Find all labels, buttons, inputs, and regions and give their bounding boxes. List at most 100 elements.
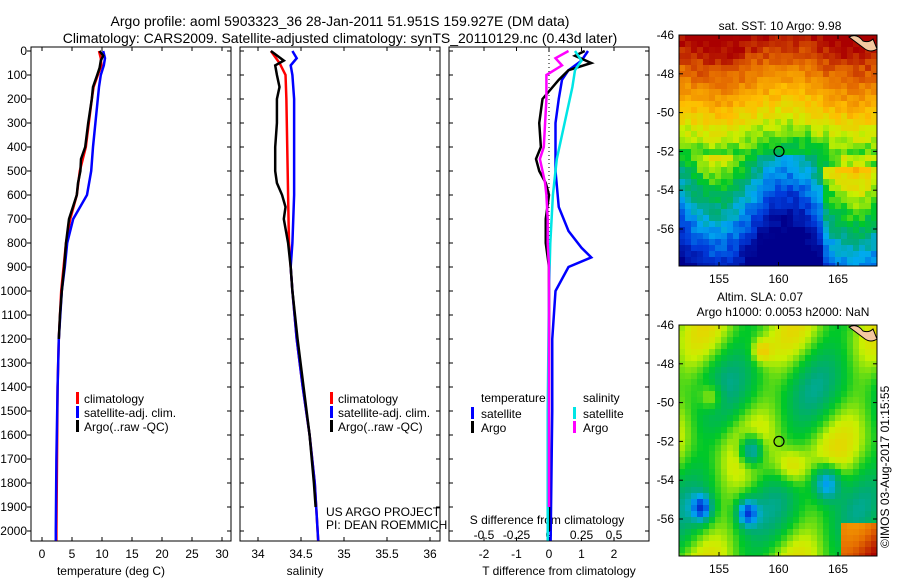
map-cell [811,445,817,451]
map-cell [739,107,745,113]
map-cell [685,463,691,469]
map-cell [823,251,829,257]
map-cell [715,523,721,529]
map-cell [727,77,733,83]
map-cell [829,409,835,415]
map-cell [817,397,823,403]
x-tick-label: 10 [95,547,109,561]
map-cell [865,221,871,227]
map-cell [697,221,703,227]
map-cell [871,529,877,535]
map-cell [763,511,769,517]
map-cell [769,463,775,469]
map-cell [865,35,871,41]
map-cell [709,337,715,343]
map-cell [769,403,775,409]
map-cell [799,233,805,239]
map-cell [727,427,733,433]
map-cell [805,433,811,439]
map-cell [691,553,697,556]
map-cell [769,529,775,535]
legend-label: climatology [338,392,398,406]
map-cell [709,173,715,179]
map-cell [775,421,781,427]
map-cell [691,239,697,245]
map-cell [745,119,751,125]
map-cell [793,263,799,266]
map-cell [781,541,787,547]
map-cell [763,173,769,179]
map-cell [751,499,757,505]
map-cell [679,427,685,433]
map-cell [757,161,763,167]
map-cell [841,409,847,415]
map-cell [823,71,829,77]
map-cell [787,415,793,421]
map-cell [763,227,769,233]
map-cell [745,349,751,355]
map-cell [763,107,769,113]
map-cell [859,77,865,83]
map-cell [763,257,769,263]
map-cell [829,83,835,89]
map-cell [745,445,751,451]
map-cell [691,433,697,439]
map-cell [817,53,823,59]
map-cell [847,233,853,239]
map-cell [787,421,793,427]
map-cell [841,65,847,71]
map-cell [739,493,745,499]
map-cell [745,125,751,131]
map-cell [787,209,793,215]
map-cell [871,427,877,433]
map-cell [829,403,835,409]
map-cell [793,215,799,221]
map-cell [709,385,715,391]
map-cell [871,373,877,379]
map-cell [787,487,793,493]
map-cell [697,523,703,529]
map-cell [721,221,727,227]
map-cell [781,65,787,71]
map-cell [727,191,733,197]
map-cell [811,451,817,457]
map-cell [793,95,799,101]
map-cell [817,337,823,343]
map-cell [757,107,763,113]
map-cell [733,421,739,427]
map-cell [805,487,811,493]
map-cell [733,137,739,143]
map-cell [841,481,847,487]
map-cell [811,463,817,469]
map-cell [835,167,841,173]
map-cell [757,511,763,517]
lon-tick-label: 160 [768,272,788,286]
map-cell [733,257,739,263]
map-cell [751,227,757,233]
map-cell [709,481,715,487]
map-cell [823,191,829,197]
map-cell [703,137,709,143]
map-cell [691,137,697,143]
map-cell [871,445,877,451]
map-cell [685,331,691,337]
map-cell [745,209,751,215]
map-cell [751,415,757,421]
map-cell [787,517,793,523]
map-cell [811,511,817,517]
map-cell [685,517,691,523]
map-cell [859,517,865,523]
map-cell [757,77,763,83]
map-cell [739,487,745,493]
map-cell [811,71,817,77]
map-cell [739,101,745,107]
map-cell [709,239,715,245]
map-cell [829,263,835,266]
map-cell [805,409,811,415]
map-cell [745,179,751,185]
map-cell [841,337,847,343]
sla-map-title2: Argo h1000: 0.0053 h2000: NaN [697,305,870,319]
map-cell [751,433,757,439]
map-cell [691,143,697,149]
y-tick-label: 1800 [0,476,27,490]
